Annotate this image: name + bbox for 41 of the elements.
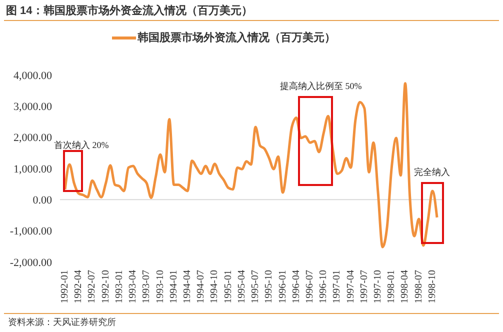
x-tick-label: 1993-07 bbox=[141, 270, 152, 304]
x-tick-label: 1996-01 bbox=[277, 270, 288, 304]
legend-label: 韩国股票市场外资流入情况（百万美元） bbox=[138, 30, 336, 45]
x-tick-label: 1995-10 bbox=[264, 270, 275, 304]
x-tick-label: 1994-01 bbox=[168, 270, 180, 304]
x-tick-label: 1996-04 bbox=[290, 270, 302, 304]
x-tick-label: 1997-01 bbox=[332, 270, 343, 304]
x-tick-label: 1994-07 bbox=[196, 270, 207, 304]
x-tick-label: 1997-04 bbox=[345, 270, 356, 304]
x-tick-label: 1994-10 bbox=[209, 270, 220, 304]
x-tick-label: 1995-04 bbox=[236, 270, 248, 304]
x-tick-label: 1992-10 bbox=[100, 270, 112, 304]
x-tick-label: 1992-07 bbox=[86, 270, 98, 304]
x-tick-label: 1998-07 bbox=[413, 270, 424, 304]
y-tick-label: -2,000.00 bbox=[10, 256, 52, 269]
x-tick-label: 1996-10 bbox=[318, 270, 330, 304]
x-tick-label: 1998-10 bbox=[426, 270, 438, 304]
x-tick-label: 1993-04 bbox=[128, 270, 139, 304]
x-tick-label: 1992-04 bbox=[73, 270, 84, 304]
annotation: 首次纳入 20% bbox=[54, 139, 109, 152]
x-tick-label: 1993-01 bbox=[114, 270, 125, 304]
x-tick-label: 1993-10 bbox=[154, 270, 166, 304]
x-tick-label: 1998-01 bbox=[386, 270, 398, 304]
chart-title: 图 14：韩国股票市场外资金流入情况（百万美元） bbox=[6, 3, 252, 18]
x-tick-label: 1996-07 bbox=[304, 270, 316, 304]
x-tick-label: 1998-04 bbox=[400, 270, 411, 304]
x-tick-label: 1995-07 bbox=[250, 270, 262, 304]
x-tick-label: 1995-01 bbox=[222, 270, 234, 304]
x-tick-label: 1994-04 bbox=[182, 270, 193, 304]
y-tick-label: 1,000.00 bbox=[14, 163, 52, 176]
x-tick-label: 1992-01 bbox=[60, 270, 70, 304]
text: 资料来源：天风证券研究所 bbox=[8, 316, 116, 329]
y-tick-label: 0.00 bbox=[32, 194, 52, 207]
x-tick-label: 1997-10 bbox=[372, 270, 384, 304]
x-tick-label: 1997-07 bbox=[358, 270, 370, 304]
y-tick-label: 4,000.00 bbox=[14, 70, 52, 82]
annotation: 提高纳入比例至 50% bbox=[280, 80, 362, 93]
y-tick-label: 2,000.00 bbox=[14, 132, 52, 144]
annotation: 完全纳入 bbox=[414, 166, 450, 179]
y-tick-label: 3,000.00 bbox=[14, 101, 52, 114]
y-tick-label: -1,000.00 bbox=[10, 226, 52, 238]
